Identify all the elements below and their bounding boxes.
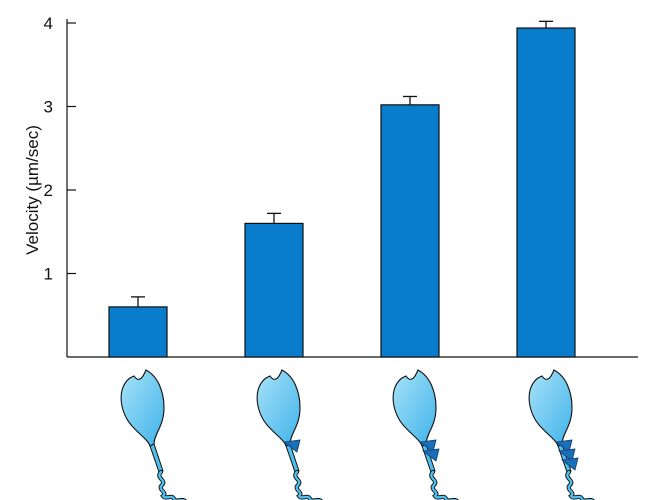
myosin-motor-1-light-chain-icon <box>256 369 323 500</box>
bar <box>380 104 440 358</box>
tail <box>294 470 322 500</box>
light-chain <box>557 448 576 462</box>
bar <box>516 27 576 358</box>
light-chain <box>282 439 301 453</box>
myosin-motor-3-light-chains-icon <box>528 369 595 500</box>
bar <box>108 306 168 358</box>
motor-head <box>392 369 437 447</box>
tail <box>158 470 186 500</box>
lever-arm <box>149 443 164 473</box>
myosin-motor-2-light-chains-icon <box>392 369 459 500</box>
y-tick-label: 2 <box>44 181 53 200</box>
light-chain <box>554 439 573 453</box>
light-chain <box>418 439 437 453</box>
light-chain <box>421 448 440 462</box>
myosin-motor-0-light-chains-icon <box>120 369 187 500</box>
y-tick-label: 4 <box>44 14 53 33</box>
light-chain <box>560 457 579 471</box>
category-icons <box>120 369 595 500</box>
motor-head <box>120 369 165 447</box>
y-axis-label: Velocity (µm/sec) <box>23 125 42 255</box>
motor-head <box>256 369 301 447</box>
y-tick-label: 1 <box>44 265 53 284</box>
bar <box>244 222 304 358</box>
bars <box>108 20 576 358</box>
motor-head <box>528 369 573 447</box>
tail <box>430 470 458 500</box>
y-tick-label: 3 <box>44 98 53 117</box>
tail <box>566 470 594 500</box>
